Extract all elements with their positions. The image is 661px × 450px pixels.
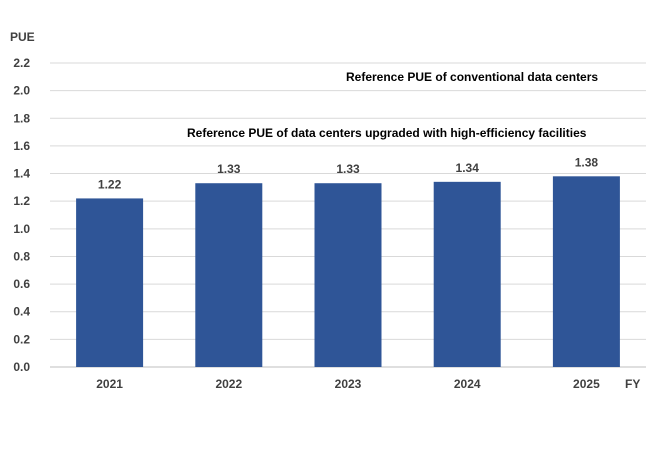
y-tick-label: 0.0 xyxy=(13,360,30,374)
y-tick-label: 0.2 xyxy=(13,332,30,346)
annotation-upgraded-reference: Reference PUE of data centers upgraded w… xyxy=(187,126,587,140)
y-tick-label: 1.4 xyxy=(13,167,30,181)
y-tick-label: 1.2 xyxy=(13,194,30,208)
y-axis-title: PUE xyxy=(10,30,35,44)
y-tick-label: 0.6 xyxy=(13,277,30,291)
y-tick-label: 2.0 xyxy=(13,84,30,98)
bar-2021 xyxy=(76,198,144,367)
bar-2022 xyxy=(195,183,263,367)
y-tick-label: 0.4 xyxy=(13,305,30,319)
data-label-2021: 1.22 xyxy=(98,177,122,191)
annotation-conventional-reference: Reference PUE of conventional data cente… xyxy=(346,70,598,84)
data-label-2023: 1.33 xyxy=(336,162,360,176)
x-tick-label-2024: 2024 xyxy=(454,377,481,391)
y-tick-label: 0.8 xyxy=(13,249,30,263)
labels: 0.0 0.2 0.4 0.6 0.8 1.0 1.2 1.4 1.6 1.8 2.0 2.2 1.22… xyxy=(13,56,600,391)
bars xyxy=(76,176,620,367)
y-tick-label: 2.2 xyxy=(13,56,30,70)
data-label-2022: 1.33 xyxy=(217,162,241,176)
y-tick-label: 1.6 xyxy=(13,139,30,153)
bar-2025 xyxy=(552,176,620,367)
x-tick-label-2021: 2021 xyxy=(96,377,123,391)
x-tick-label-2022: 2022 xyxy=(215,377,242,391)
bar-2023 xyxy=(314,183,382,367)
y-tick-label: 1.0 xyxy=(13,222,30,236)
x-axis-title: FY xyxy=(625,377,640,391)
data-label-2025: 1.38 xyxy=(575,155,599,169)
bar-2024 xyxy=(433,181,501,367)
x-tick-label-2023: 2023 xyxy=(335,377,362,391)
x-tick-label-2025: 2025 xyxy=(573,377,600,391)
data-label-2024: 1.34 xyxy=(456,161,480,175)
y-tick-label: 1.8 xyxy=(13,111,30,125)
